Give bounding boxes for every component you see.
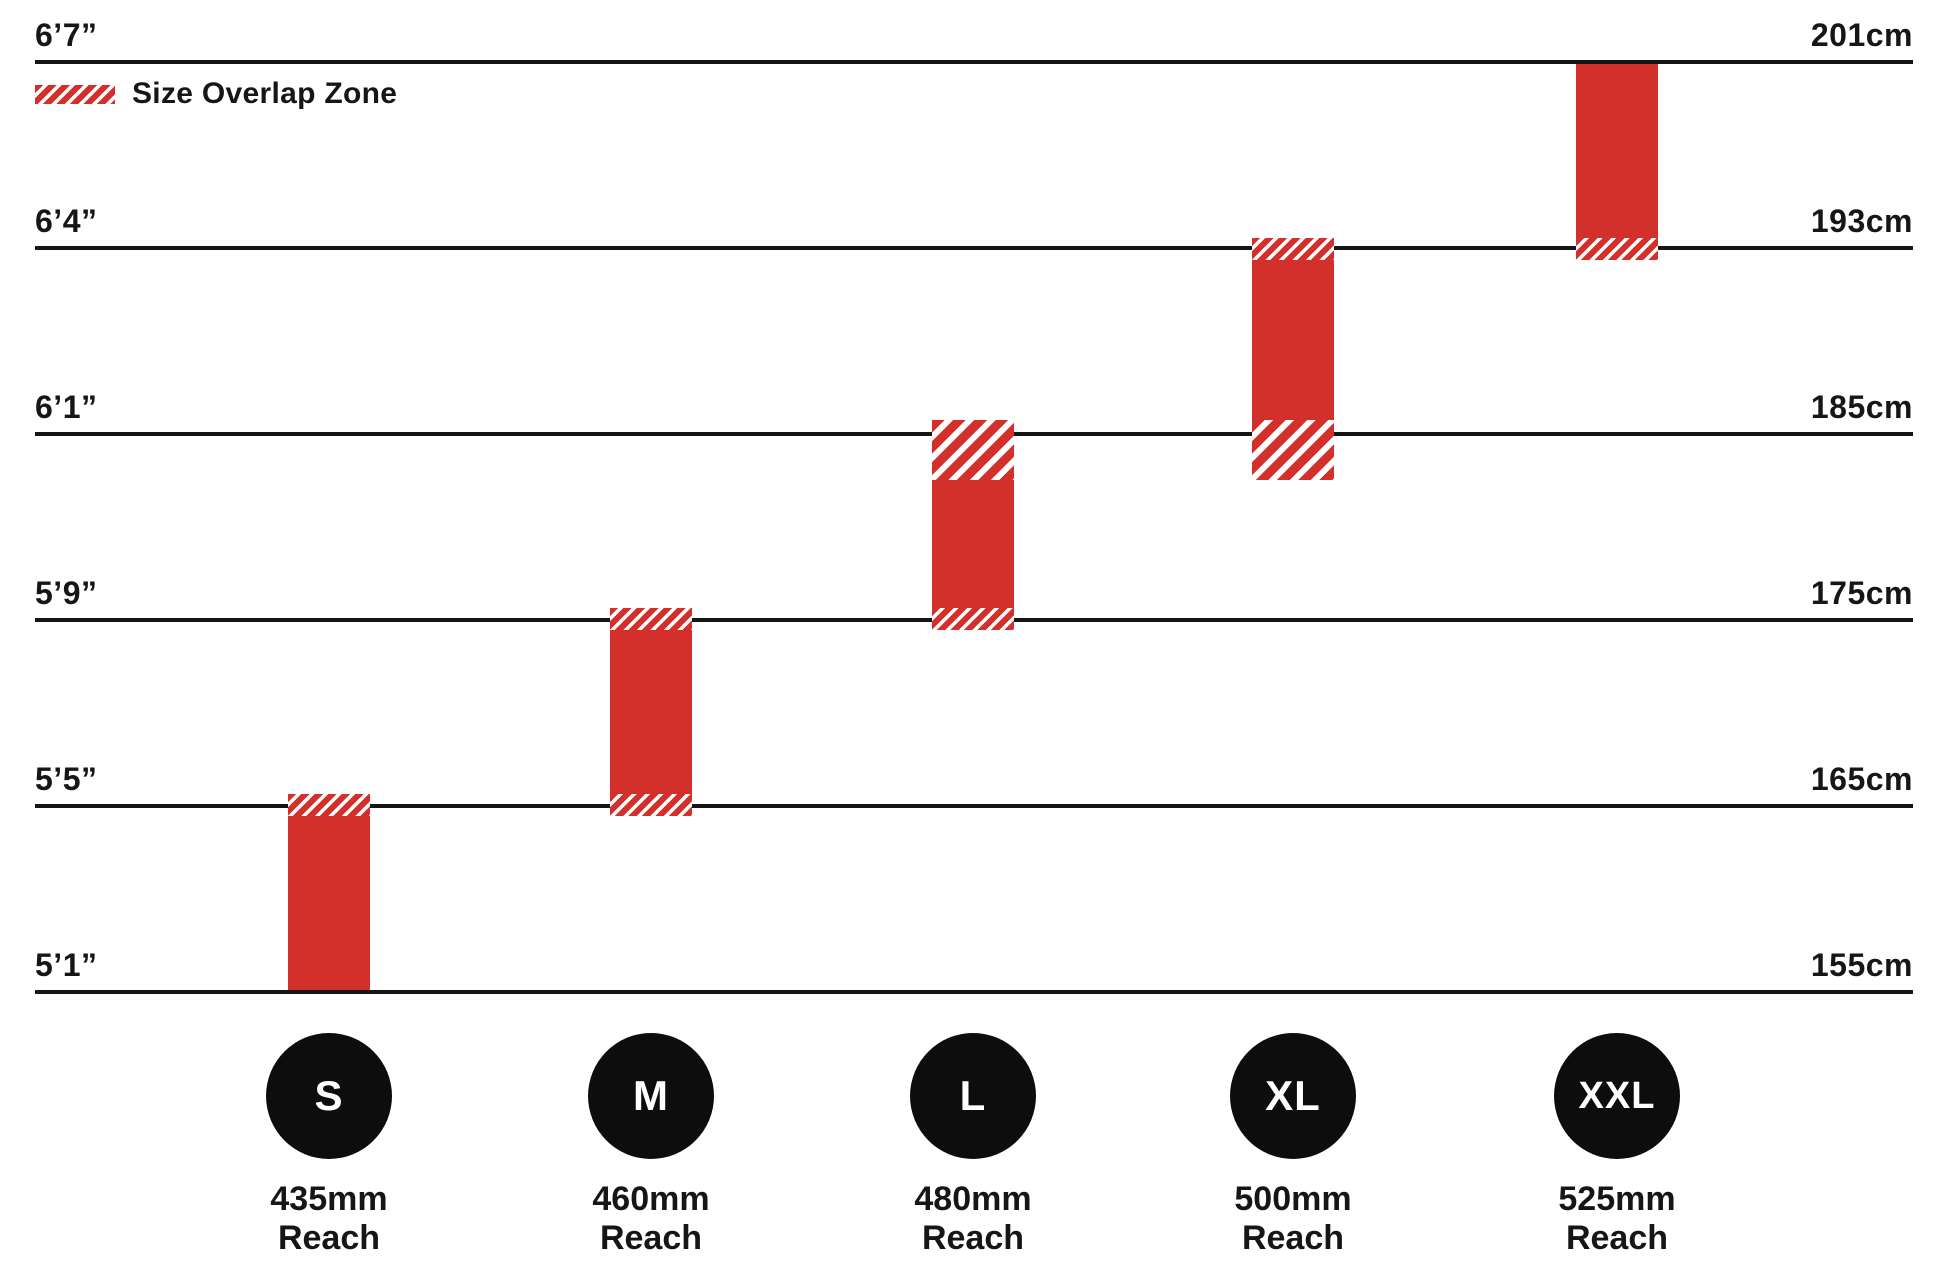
legend: Size Overlap Zone	[35, 77, 398, 110]
reach-word-M: Reach	[599, 1219, 703, 1257]
bar-XL-overlap-segment	[1252, 420, 1334, 480]
reach-label-S: 435mm Reach	[199, 1180, 459, 1258]
gridline-155	[35, 990, 1913, 994]
height-tick-left-175: 5’9”	[35, 575, 98, 611]
bar-XXL-overlap-segment	[1576, 238, 1658, 260]
reach-word-XXL: Reach	[1565, 1219, 1669, 1257]
reach-label-XXL: 525mm Reach	[1487, 1180, 1747, 1258]
size-badge-M: M	[588, 1033, 714, 1159]
reach-label-XL: 500mm Reach	[1163, 1180, 1423, 1258]
reach-word-L: Reach	[921, 1219, 1025, 1257]
bar-L-solid-segment	[932, 480, 1014, 608]
reach-label-L: 480mm Reach	[843, 1180, 1103, 1258]
bar-M-solid-segment	[610, 630, 692, 794]
reach-value-L: 480mm	[914, 1180, 1032, 1218]
height-tick-right-193: 193cm	[1810, 203, 1913, 239]
height-tick-right-185: 185cm	[1810, 389, 1913, 425]
gridline-193	[35, 246, 1913, 250]
bar-S-solid-segment	[288, 816, 370, 990]
bar-L-overlap-segment	[932, 420, 1014, 480]
reach-value-XL: 500mm	[1234, 1180, 1352, 1218]
reach-label-M: 460mm Reach	[521, 1180, 781, 1258]
height-tick-left-201: 6’7”	[35, 17, 98, 53]
height-tick-left-165: 5’5”	[35, 761, 98, 797]
bar-L-overlap-segment	[932, 608, 1014, 630]
height-tick-right-175: 175cm	[1810, 575, 1913, 611]
height-tick-right-155: 155cm	[1810, 947, 1913, 983]
gridline-201	[35, 60, 1913, 64]
height-tick-left-193: 6’4”	[35, 203, 98, 239]
reach-value-S: 435mm	[270, 1180, 388, 1218]
size-badge-L: L	[910, 1033, 1036, 1159]
reach-word-S: Reach	[277, 1219, 381, 1257]
reach-value-M: 460mm	[592, 1180, 710, 1218]
height-tick-left-185: 6’1”	[35, 389, 98, 425]
bar-S-overlap-segment	[288, 794, 370, 816]
size-badge-XL: XL	[1230, 1033, 1356, 1159]
height-tick-left-155: 5’1”	[35, 947, 98, 983]
bar-M-overlap-segment	[610, 794, 692, 816]
size-badge-XXL: XXL	[1554, 1033, 1680, 1159]
bar-XL-solid-segment	[1252, 260, 1334, 420]
overlap-zone-swatch-icon	[35, 84, 115, 104]
bar-M-overlap-segment	[610, 608, 692, 630]
bar-XL-overlap-segment	[1252, 238, 1334, 260]
height-tick-right-201: 201cm	[1810, 17, 1913, 53]
reach-word-XL: Reach	[1241, 1219, 1345, 1257]
reach-value-XXL: 525mm	[1558, 1180, 1676, 1218]
height-tick-right-165: 165cm	[1810, 761, 1913, 797]
legend-label: Size Overlap Zone	[132, 77, 398, 110]
bar-XXL-solid-segment	[1576, 64, 1658, 238]
gridline-165	[35, 804, 1913, 808]
size-badge-S: S	[266, 1033, 392, 1159]
